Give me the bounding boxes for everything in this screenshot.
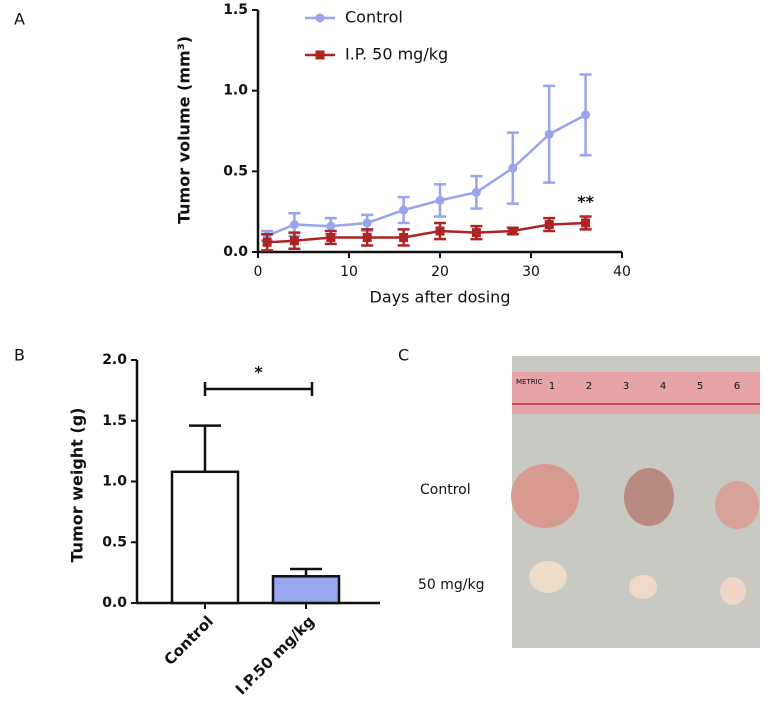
row-label: Control [420, 482, 471, 498]
series-line [266, 113, 587, 238]
marker [581, 218, 591, 228]
bar [271, 575, 341, 605]
panel-label: C [398, 346, 409, 365]
annotation: ** [577, 192, 594, 211]
x-tick-label: 0 [254, 264, 263, 280]
tumor [720, 577, 746, 605]
marker [581, 110, 591, 120]
marker [435, 226, 445, 236]
y-tick-label: 0.0 [102, 595, 127, 611]
marker [289, 220, 299, 230]
bar [170, 470, 240, 605]
legend-marker [315, 13, 325, 23]
y-tick-label: 1.5 [102, 413, 127, 429]
tumor [624, 468, 674, 526]
y-tick-label: 1.5 [223, 2, 248, 18]
legend-label: Control [345, 8, 403, 27]
panel-label: A [14, 10, 25, 29]
legend-marker [315, 50, 325, 60]
panel-label: B [14, 346, 25, 365]
y-axis-label: Tumor weight (g) [68, 408, 87, 563]
series-line [267, 221, 586, 244]
ruler-label: 6 [734, 381, 740, 392]
photo: METRIC [511, 356, 760, 648]
x-axis-label: Days after dosing [370, 288, 511, 307]
y-tick-label: 0.0 [223, 244, 248, 260]
error-bar [189, 424, 221, 472]
marker [508, 163, 518, 173]
x-tick-label: I.P.50 mg/kg [232, 612, 318, 698]
ruler-label: 1 [549, 381, 555, 392]
tumor [715, 481, 759, 529]
y-tick-label: 0.5 [102, 534, 127, 550]
marker [544, 220, 554, 230]
annotation: * [254, 363, 263, 382]
y-tick-label: 1.0 [223, 83, 248, 99]
marker [362, 218, 372, 228]
marker [362, 232, 372, 242]
marker [508, 226, 518, 236]
tumor [629, 575, 657, 599]
marker [435, 195, 445, 205]
x-tick-label: Control [160, 612, 217, 669]
x-tick-label: 30 [522, 264, 540, 280]
x-tick-label: 10 [340, 264, 358, 280]
ruler-label: 3 [623, 381, 629, 392]
ruler [512, 372, 760, 414]
x-tick-label: 20 [431, 264, 449, 280]
y-axis-label: Tumor volume (mm³) [175, 36, 194, 224]
ruler-label: 2 [586, 381, 592, 392]
legend-label: I.P. 50 mg/kg [345, 45, 448, 64]
ruler-text: METRIC [516, 378, 543, 386]
y-tick-label: 0.5 [223, 163, 248, 179]
marker [289, 236, 299, 246]
marker [326, 221, 336, 231]
marker [471, 228, 481, 238]
tumor [529, 561, 567, 593]
tumor [511, 464, 579, 528]
significance-bracket [203, 382, 314, 396]
row-label: 50 mg/kg [418, 577, 485, 593]
marker [471, 187, 481, 197]
marker [544, 129, 554, 139]
y-tick-label: 1.0 [102, 474, 127, 490]
marker [262, 237, 272, 247]
ruler-label: 5 [697, 381, 703, 392]
ruler-label: 4 [660, 381, 666, 392]
y-tick-label: 2.0 [102, 352, 127, 368]
marker [399, 232, 409, 242]
marker [326, 232, 336, 242]
marker [399, 205, 409, 215]
x-tick-label: 40 [613, 264, 631, 280]
